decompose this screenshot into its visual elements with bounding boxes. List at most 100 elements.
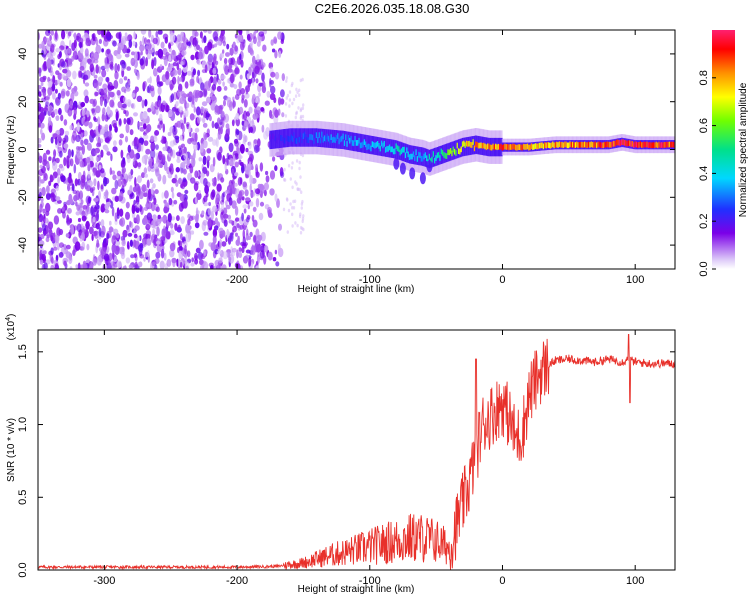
- noise-speckle: [117, 101, 123, 109]
- ridge-core: [507, 144, 510, 150]
- ridge-body: [370, 135, 373, 155]
- noise-speckle: [133, 31, 136, 40]
- noise-speckle: [179, 261, 183, 268]
- noise-speckle: [126, 155, 131, 164]
- noise-speckle: [73, 32, 77, 41]
- noise-speckle: [171, 49, 176, 56]
- noise-speckle: [103, 253, 110, 262]
- noise-speckle: [189, 131, 192, 138]
- noise-speckle: [127, 232, 133, 237]
- noise-speckle: [243, 208, 247, 214]
- ridge-core: [633, 142, 636, 148]
- noise-speckle: [242, 229, 246, 239]
- noise-speckle: [232, 99, 235, 109]
- noise-speckle: [169, 229, 174, 235]
- ridge-core: [664, 142, 668, 148]
- noise-speckle: [209, 164, 215, 173]
- noise-speckle: [178, 52, 183, 61]
- ridge-core: [509, 144, 512, 150]
- noise-speckle: [294, 94, 298, 98]
- ridge-core: [457, 148, 461, 154]
- noise-speckle: [229, 47, 234, 56]
- noise-speckle: [248, 106, 253, 114]
- noise-speckle: [139, 242, 144, 249]
- ridge-core: [343, 140, 346, 146]
- snr-y-tick-label: 1.0: [17, 417, 29, 432]
- noise-speckle: [210, 264, 214, 269]
- ridge-core: [515, 144, 518, 151]
- noise-speckle: [207, 30, 212, 34]
- ridge-core: [573, 142, 576, 148]
- ridge-body: [294, 128, 297, 147]
- noise-speckle: [298, 166, 301, 171]
- noise-speckle: [156, 81, 162, 88]
- noise-speckle: [63, 119, 68, 126]
- noise-speckle: [154, 258, 160, 264]
- noise-speckle: [247, 236, 251, 240]
- ridge-core: [643, 141, 646, 148]
- noise-speckle: [300, 202, 304, 206]
- ridge-core: [658, 141, 661, 148]
- ridge-core: [492, 143, 495, 150]
- ridge-core: [362, 141, 365, 148]
- noise-speckle: [100, 88, 104, 94]
- noise-speckle: [109, 124, 112, 132]
- ridge-body: [296, 128, 299, 147]
- ridge-core: [504, 143, 507, 150]
- ridge-core: [529, 144, 532, 151]
- noise-speckle: [157, 124, 160, 129]
- noise-speckle: [204, 134, 208, 141]
- noise-speckle: [207, 218, 212, 229]
- ridge-core: [455, 150, 458, 156]
- ridge-core: [276, 137, 279, 144]
- noise-speckle: [72, 130, 77, 141]
- noise-speckle: [84, 48, 89, 57]
- ridge-core: [626, 140, 629, 147]
- noise-speckle: [109, 200, 114, 209]
- noise-speckle: [143, 233, 148, 239]
- noise-speckle: [296, 223, 299, 228]
- ridge-core: [557, 142, 560, 148]
- noise-speckle: [248, 256, 252, 267]
- noise-speckle: [124, 32, 128, 38]
- noise-speckle: [216, 183, 222, 192]
- noise-speckle: [39, 191, 42, 199]
- noise-speckle: [126, 66, 131, 71]
- noise-speckle: [121, 35, 127, 45]
- noise-speckle: [258, 31, 265, 37]
- noise-speckle: [134, 261, 138, 269]
- noise-speckle: [142, 35, 145, 46]
- noise-speckle: [206, 128, 210, 135]
- ridge-core: [654, 142, 657, 149]
- noise-speckle: [298, 160, 301, 165]
- ridge-core: [327, 135, 330, 142]
- ridge-core: [558, 141, 561, 148]
- noise-speckle: [72, 249, 76, 256]
- noise-speckle: [226, 228, 230, 239]
- ridge-core: [378, 143, 381, 149]
- ridge-core: [402, 146, 405, 153]
- noise-speckle: [199, 239, 204, 250]
- noise-speckle: [46, 40, 53, 47]
- ridge-core: [345, 134, 348, 141]
- ridge-core: [414, 155, 417, 161]
- ridge-core: [313, 138, 316, 144]
- noise-speckle: [68, 198, 74, 205]
- noise-speckle: [210, 102, 216, 111]
- noise-speckle: [224, 132, 229, 139]
- noise-speckle: [123, 118, 127, 125]
- snr-y-ticks: 0.0 0.5 1.0 1.5: [17, 344, 675, 578]
- noise-speckle: [196, 114, 201, 124]
- noise-speckle: [73, 195, 78, 202]
- noise-speckle: [278, 223, 282, 231]
- ridge-core: [560, 142, 563, 148]
- noise-speckle: [41, 40, 45, 51]
- ridge-core: [542, 143, 545, 150]
- noise-speckle: [288, 104, 291, 108]
- noise-speckle: [283, 178, 287, 182]
- noise-speckle: [179, 134, 183, 141]
- noise-speckle: [175, 101, 179, 107]
- noise-speckle: [262, 44, 267, 52]
- noise-speckle: [240, 41, 245, 51]
- noise-speckle: [228, 142, 234, 153]
